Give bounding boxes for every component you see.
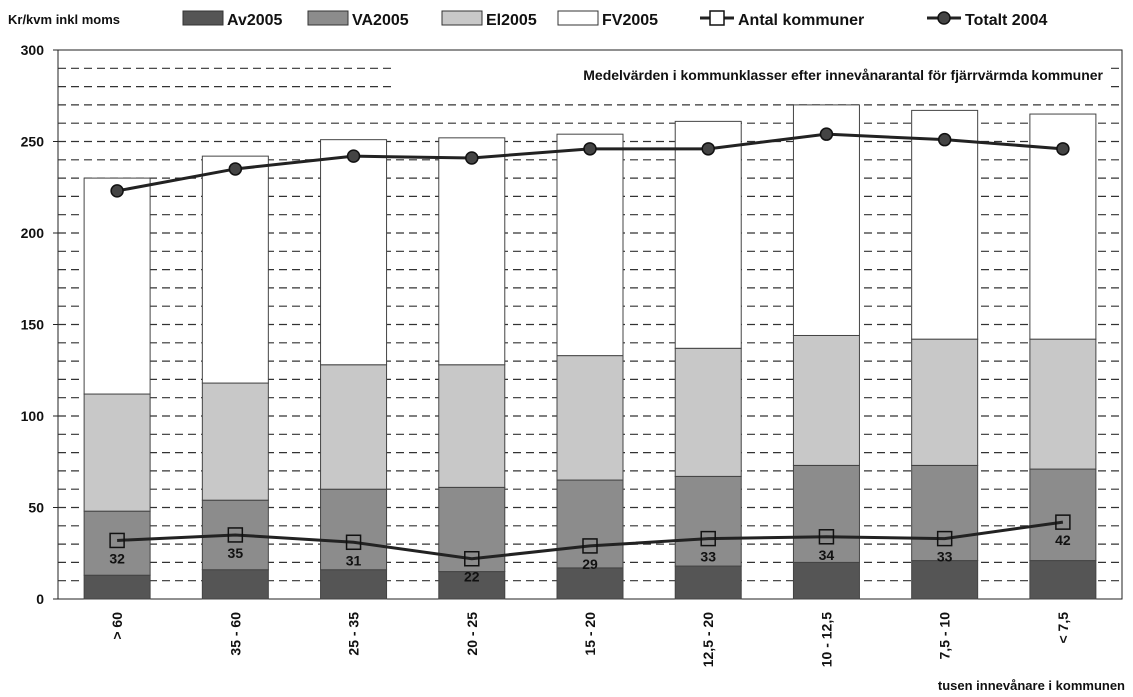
bar-segment [911,560,979,600]
annotation: Medelvärden i kommunklasser efter innevå… [583,67,1103,83]
line-point [464,550,480,567]
bar-segment [1029,338,1097,470]
legend-swatch [182,10,224,26]
bar-segment [556,133,624,357]
line-point [701,142,715,156]
legend-label: El2005 [486,12,537,29]
bar-segment [201,155,269,384]
y-tick-label: 200 [21,225,45,241]
bar-segment [556,479,624,569]
legend-swatch [307,10,349,26]
line-point [700,530,716,547]
y-tick-label: 250 [21,134,45,150]
bar-segment [83,393,151,512]
bar-segment [320,488,388,571]
line-point [936,530,953,547]
line-point [228,162,243,176]
legend-marker [937,11,951,25]
x-tick-label: 25 - 35 [346,612,362,656]
bar-segment [792,561,860,600]
line-point [582,538,598,554]
legend: Av2005 VA2005 El2005 FV2005 Antal kommuner To… [182,10,1048,29]
y-tick-label: 150 [21,317,45,333]
line-point [937,132,952,147]
x-tick-label: > 60 [109,612,125,640]
bar-segment [911,464,979,562]
line-point [1056,142,1070,156]
data-label: 35 [228,545,244,561]
legend-swatch [441,10,483,26]
bar-segment [438,137,506,366]
y-tick-label: 100 [21,408,45,424]
bar-segment [83,510,151,576]
data-label: 42 [1055,532,1071,548]
line-point [819,127,834,141]
bar-segment [556,355,624,481]
x-tick-label: < 7,5 [1055,612,1071,644]
legend-label: Totalt 2004 [965,12,1048,29]
line-point [346,149,361,163]
line-point [818,529,835,545]
bar-segment [911,109,979,340]
y-tick-label: 300 [21,42,45,58]
line-point [227,527,244,543]
x-tick-label: 20 - 25 [464,612,480,656]
bar-segment [320,364,388,490]
line-point [110,184,124,198]
bar-segment [792,334,860,466]
legend-label: FV2005 [602,12,658,29]
y-tick-label: 50 [28,500,44,516]
legend-label: Antal kommuner [738,12,864,29]
bar-segment [438,364,506,488]
x-axis-label: tusen innevånare i kommunen [938,678,1125,693]
data-label: 32 [109,550,125,566]
legend-label: Av2005 [227,12,283,29]
bar-segment [438,571,506,600]
bar-segment [201,569,269,600]
line-point [1055,514,1071,530]
bar-segment [911,338,979,466]
line-series: 32 35 31 22 29 33 34 33 42 [109,127,1071,585]
bar-segment [320,139,388,366]
legend-swatch [557,10,599,26]
data-label: 33 [937,549,953,565]
bar-segment [201,382,269,501]
line-point [465,151,479,165]
x-tick-label: 35 - 60 [227,612,243,656]
bar-segment [792,104,860,336]
bar-segment [792,464,860,563]
bars [83,104,1097,600]
y-tick-label: 0 [36,591,44,607]
bar-segment [1029,560,1097,600]
data-label: 33 [700,549,716,565]
x-tick-label: 12,5 - 20 [700,612,716,667]
bar-segment [83,177,151,395]
series-line [117,520,1064,561]
bar-segment [674,120,742,349]
x-tick-label: 7,5 - 10 [937,612,953,660]
data-label: 31 [346,552,362,568]
line-point [583,142,597,156]
x-tick-label: 10 - 12,5 [818,612,834,667]
line-point [345,534,362,551]
data-label: 34 [819,547,835,563]
bar-segment [674,347,742,477]
bar-segment [674,475,742,567]
line-point [109,532,125,549]
axes: 0 50 100 150 200 250 300 > 60 35 - 60 25 - 35 20 -… [21,42,1071,667]
bar-segment [674,565,742,600]
legend-marker [709,10,725,26]
bar-segment [83,574,151,600]
data-label: 22 [464,569,480,585]
bar-segment [556,567,624,600]
annotation-box [395,62,1110,88]
x-tick-label: 15 - 20 [582,612,598,656]
y-axis-label: Kr/kvm inkl moms [8,12,120,27]
bar-segment [320,569,388,600]
legend-label: VA2005 [352,12,409,29]
data-label: 29 [582,556,598,572]
